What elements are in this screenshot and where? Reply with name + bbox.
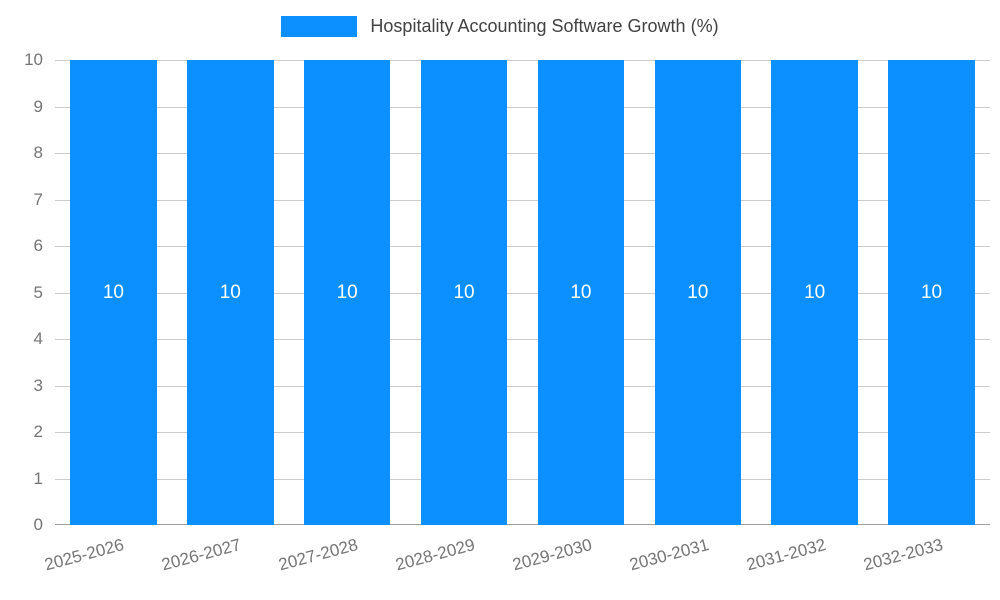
bar-value-label: 10: [453, 281, 475, 303]
bar-2025-2026: 10: [70, 60, 157, 525]
gridline: [55, 199, 990, 201]
gridline: [55, 339, 990, 340]
y-axis-tick-label: 0: [33, 515, 43, 534]
bar-2029-2030: 10: [537, 60, 625, 525]
bar-value-label: 10: [920, 281, 943, 303]
bar-value-label: 10: [804, 281, 826, 303]
y-axis-tick-label: 7: [33, 189, 43, 209]
bar-2030-2031: 10: [654, 60, 742, 525]
y-axis-tick-label: 4: [33, 329, 43, 348]
y-axis-tick-label: 5: [33, 282, 43, 302]
bar-2032-2033: 10: [888, 60, 975, 525]
y-axis-tick-label: 6: [33, 236, 43, 255]
bar-value-label: 10: [570, 281, 592, 303]
gridline: [55, 246, 990, 247]
gridline: [55, 153, 990, 154]
x-axis-baseline: [55, 524, 990, 525]
legend: Hospitality Accounting Software Growth (…: [0, 16, 1000, 37]
gridline: [55, 432, 990, 433]
bar-2026-2027: 10: [187, 60, 274, 525]
gridline: [55, 60, 990, 61]
plot-area: 10 10 10 10 10 10 10 10: [55, 60, 990, 525]
bar-2028-2029: 10: [420, 60, 508, 525]
bar-value-label: 10: [687, 281, 709, 303]
y-axis-tick-label: 10: [24, 50, 43, 69]
y-axis-tick-label: 9: [33, 96, 43, 116]
bar-value-label: 10: [219, 281, 241, 303]
gridline: [55, 478, 990, 480]
bar-2031-2032: 10: [771, 60, 858, 525]
bar-2027-2028: 10: [303, 60, 391, 525]
bar-value-label: 10: [336, 281, 358, 303]
y-axis-tick-label: 3: [33, 375, 43, 395]
gridline: [55, 292, 990, 294]
y-axis-tick-label: 1: [33, 468, 43, 488]
y-axis-tick-label: 2: [33, 422, 43, 441]
legend-swatch: [281, 16, 358, 37]
gridline: [55, 106, 990, 108]
gridline: [55, 385, 990, 387]
y-axis-tick-label: 8: [33, 143, 43, 162]
chart-title: Hospitality Accounting Software Growth (…: [370, 16, 719, 36]
bar-value-label: 10: [102, 281, 124, 303]
